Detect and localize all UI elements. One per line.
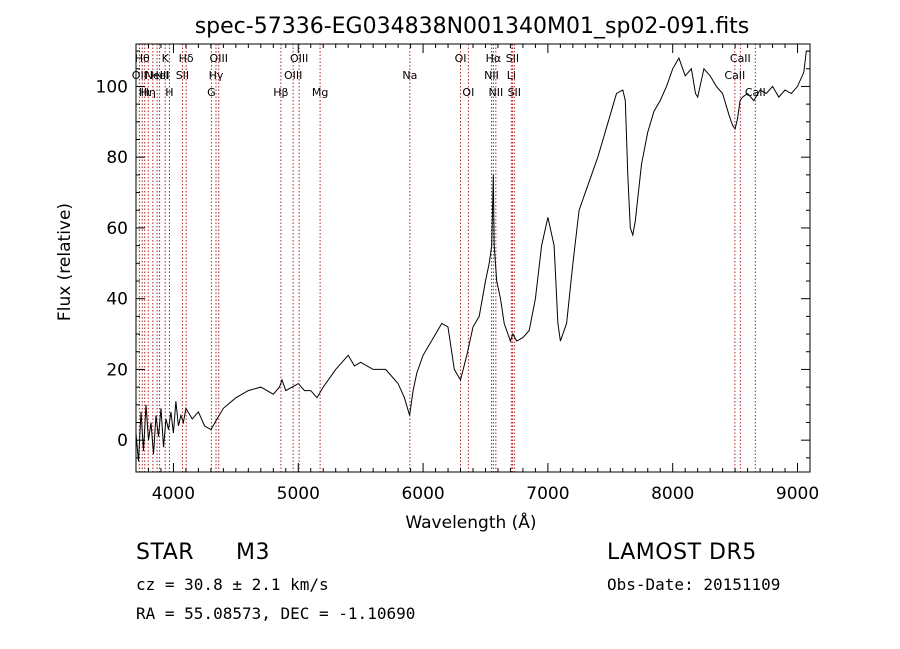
spectral-line-label: SII (506, 52, 519, 65)
spectrum-series-line (135, 50, 810, 462)
survey-name: LAMOST DR5 (607, 540, 757, 565)
spectral-line-label: Hγ (209, 69, 224, 82)
spectral-line-label: HeI (150, 69, 168, 82)
spectral-line-label: OIII (210, 52, 228, 65)
spectral-line-label: NII (488, 86, 503, 99)
x-tick-label: 9000 (776, 484, 819, 504)
line-labels: OIIHθHιHηNeIIIHeIKHSIIHδGHγOIIIHβOIIIOII… (132, 52, 766, 99)
plot-frame (135, 43, 811, 473)
redshift-cz: cz = 30.8 ± 2.1 km/s (136, 575, 329, 594)
spectral-line-label: Mg (312, 86, 328, 99)
spectral-line-label: SII (176, 69, 189, 82)
x-tick-label: 7000 (526, 484, 569, 504)
y-tick-label: 100 (96, 77, 128, 97)
x-tick-label: 8000 (651, 484, 694, 504)
x-tick-label: 4000 (152, 484, 195, 504)
observation-date: Obs-Date: 20151109 (607, 575, 781, 594)
spectral-line-label: Li (507, 69, 516, 82)
spectral-line-label: NII (484, 69, 499, 82)
spectral-line-label: K (162, 52, 170, 65)
spectral-line-label: OI (462, 86, 474, 99)
spectral-line-label: Hη (141, 86, 156, 99)
y-tick-label: 80 (106, 148, 128, 168)
chart-title: spec-57336-EG034838N001340M01_sp02-091.f… (195, 14, 750, 39)
x-tick-label: 6000 (401, 484, 444, 504)
y-axis-ticks: 0 20 40 60 80 100 (96, 50, 810, 459)
spectral-line-label: OIII (284, 69, 302, 82)
spectral-line-label: CaII (724, 69, 745, 82)
spectral-line-label: Hι (139, 86, 151, 99)
y-axis-label: Flux (relative) (55, 203, 75, 321)
x-tick-label: 5000 (277, 484, 320, 504)
emission-absorption-lines (138, 44, 756, 472)
y-tick-label: 60 (106, 219, 128, 239)
spectral-line-label: CaII (730, 52, 751, 65)
spectral-line-label: H (165, 86, 173, 99)
spectral-line-label: OI (455, 52, 467, 65)
spectral-line-label: G (207, 86, 216, 99)
spectral-line-label: Hβ (273, 86, 288, 99)
spectral-line-label: OIII (290, 52, 308, 65)
object-subclass: M3 (236, 540, 270, 565)
spectral-line-label: SII (508, 86, 521, 99)
spectral-line-label: Hθ (135, 52, 150, 65)
y-tick-label: 0 (117, 431, 128, 451)
ra-dec-coordinates: RA = 55.08573, DEC = -1.10690 (136, 604, 416, 623)
spectral-line-label: NeIII (145, 69, 170, 82)
spectral-line-label: Hα (486, 52, 502, 65)
x-axis-ticks: 4000 5000 6000 7000 8000 9000 (135, 44, 819, 504)
y-tick-label: 20 (106, 360, 128, 380)
x-axis-label: Wavelength (Å) (405, 511, 536, 533)
y-tick-label: 40 (106, 290, 128, 310)
object-class: STAR (136, 540, 195, 565)
spectral-line-label: Hδ (179, 52, 194, 65)
spectral-line-label: Na (402, 69, 417, 82)
